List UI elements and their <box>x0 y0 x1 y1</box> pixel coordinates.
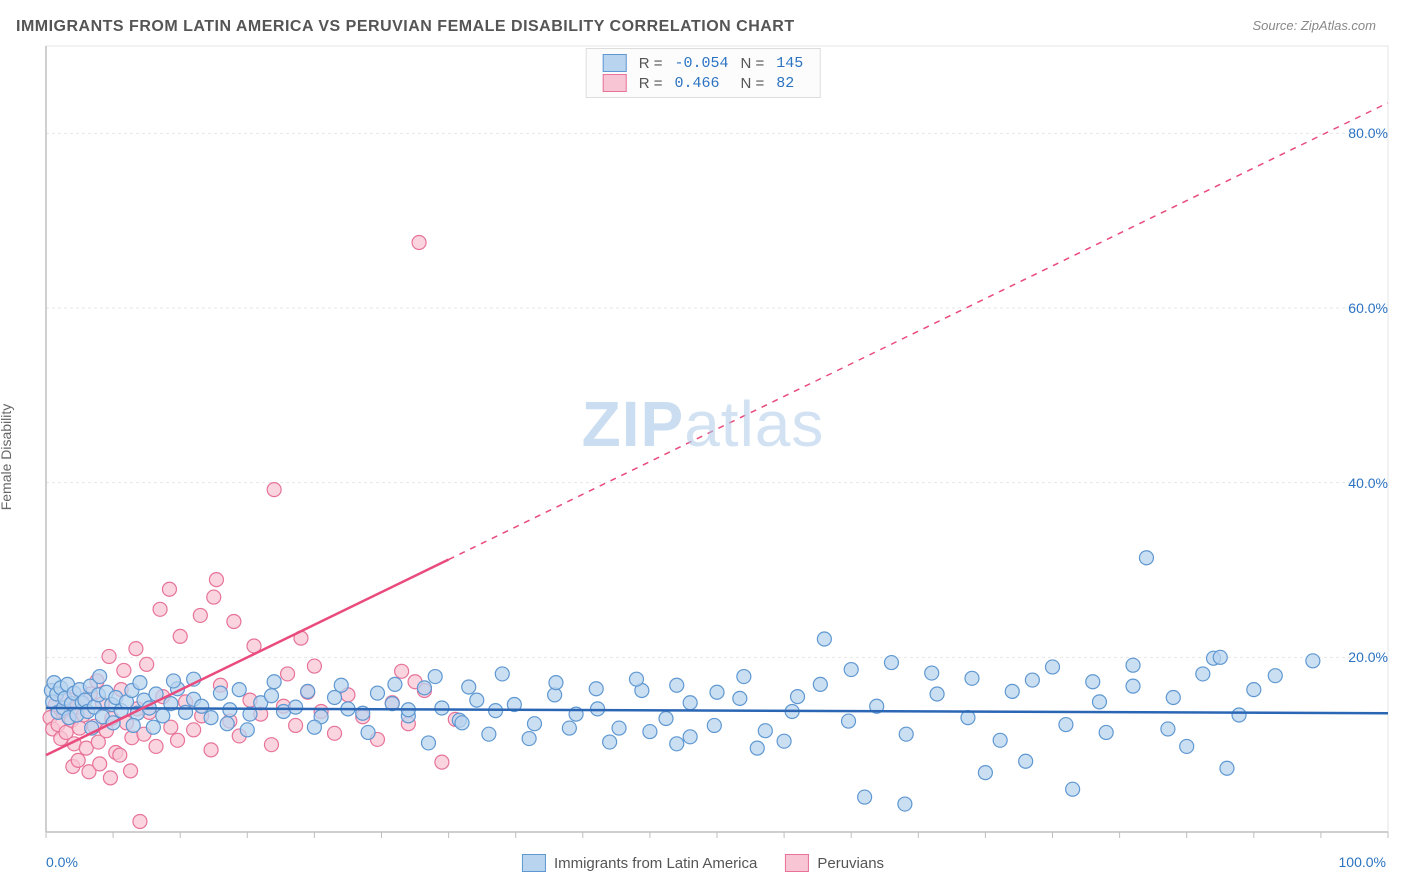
legend-n-label: N = <box>735 73 771 93</box>
chart-title: IMMIGRANTS FROM LATIN AMERICA VS PERUVIA… <box>16 18 795 36</box>
series-legend: Immigrants from Latin America Peruvians <box>522 854 884 872</box>
y-tick-label: 80.0% <box>1348 125 1388 141</box>
legend-pink-n-value: 82 <box>770 73 809 93</box>
correlation-legend: R = -0.054 N = 145 R = 0.466 N = 82 <box>586 48 821 98</box>
legend-r-label: R = <box>633 73 669 93</box>
legend-n-label: N = <box>735 53 771 73</box>
swatch-pink <box>603 74 627 92</box>
legend-item-blue: Immigrants from Latin America <box>522 854 757 872</box>
x-axis-min-label: 0.0% <box>46 854 78 870</box>
source-attribution: Source: ZipAtlas.com <box>1252 18 1376 33</box>
y-tick-label: 20.0% <box>1348 649 1388 665</box>
chart-area: Female Disability ZIPatlas R = -0.054 N … <box>0 42 1406 872</box>
legend-row-blue: R = -0.054 N = 145 <box>597 53 810 73</box>
y-axis-label: Female Disability <box>0 404 14 511</box>
legend-r-label: R = <box>633 53 669 73</box>
swatch-blue <box>603 54 627 72</box>
legend-blue-r-value: -0.054 <box>668 53 734 73</box>
y-tick-label: 60.0% <box>1348 300 1388 316</box>
swatch-pink <box>785 854 809 872</box>
swatch-blue <box>522 854 546 872</box>
legend-pink-label: Peruvians <box>817 855 884 872</box>
scatter-plot-svg <box>0 42 1406 872</box>
legend-blue-n-value: 145 <box>770 53 809 73</box>
legend-blue-label: Immigrants from Latin America <box>554 855 757 872</box>
source-name: ZipAtlas.com <box>1301 18 1376 33</box>
legend-row-pink: R = 0.466 N = 82 <box>597 73 810 93</box>
source-prefix: Source: <box>1252 18 1300 33</box>
y-tick-label: 40.0% <box>1348 475 1388 491</box>
x-axis-max-label: 100.0% <box>1339 854 1386 870</box>
legend-item-pink: Peruvians <box>785 854 884 872</box>
legend-pink-r-value: 0.466 <box>668 73 734 93</box>
